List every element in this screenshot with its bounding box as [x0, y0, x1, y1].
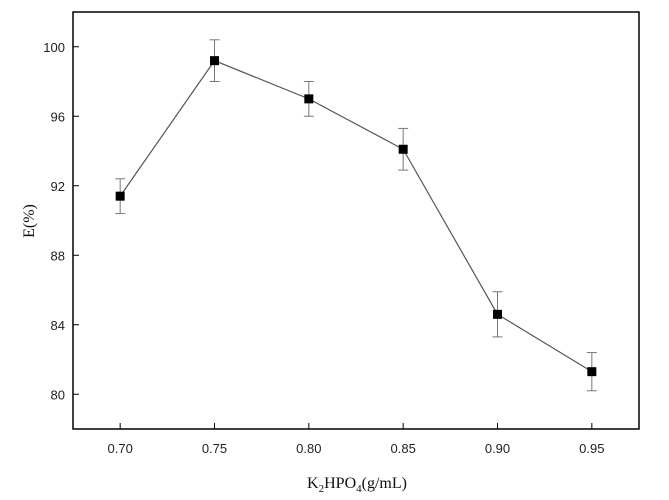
x-axis-label-suffix: (g/mL) [362, 475, 407, 492]
x-tick-label: 0.90 [485, 441, 510, 456]
y-tick-label: 88 [51, 248, 65, 263]
y-tick-label: 100 [43, 40, 65, 55]
y-tick-label: 92 [51, 179, 65, 194]
data-point [210, 56, 219, 66]
data-point [587, 367, 597, 377]
x-axis-label-subscript-2: 2 [319, 483, 325, 495]
data-point [398, 144, 408, 154]
data-point [304, 94, 314, 104]
y-ticks: 80 84 88 92 96 100 [43, 40, 79, 402]
x-axis-label: K2HPO4(g/mL) [307, 475, 407, 495]
x-axis-label-subscript-4: 4 [356, 483, 362, 495]
x-tick-label: 0.80 [296, 441, 321, 456]
x-axis-label-prefix: K [307, 475, 319, 492]
plot-frame [72, 11, 640, 430]
series-layer [115, 39, 597, 392]
x-axis-label-middle: HPO [324, 475, 356, 492]
data-point [493, 309, 502, 319]
x-ticks: 0.70 0.75 0.80 0.85 0.90 0.95 [108, 423, 604, 456]
x-tick-label: 0.70 [108, 441, 133, 456]
x-tick-label: 0.85 [391, 441, 416, 456]
data-point [115, 191, 125, 201]
x-tick-label: 0.75 [202, 441, 227, 456]
y-axis-label: E(%) [21, 204, 38, 238]
y-tick-label: 84 [51, 318, 65, 333]
y-tick-label: 96 [51, 109, 65, 124]
x-tick-label: 0.95 [579, 441, 604, 456]
y-tick-label: 80 [51, 387, 65, 402]
series-line [119, 59, 593, 373]
